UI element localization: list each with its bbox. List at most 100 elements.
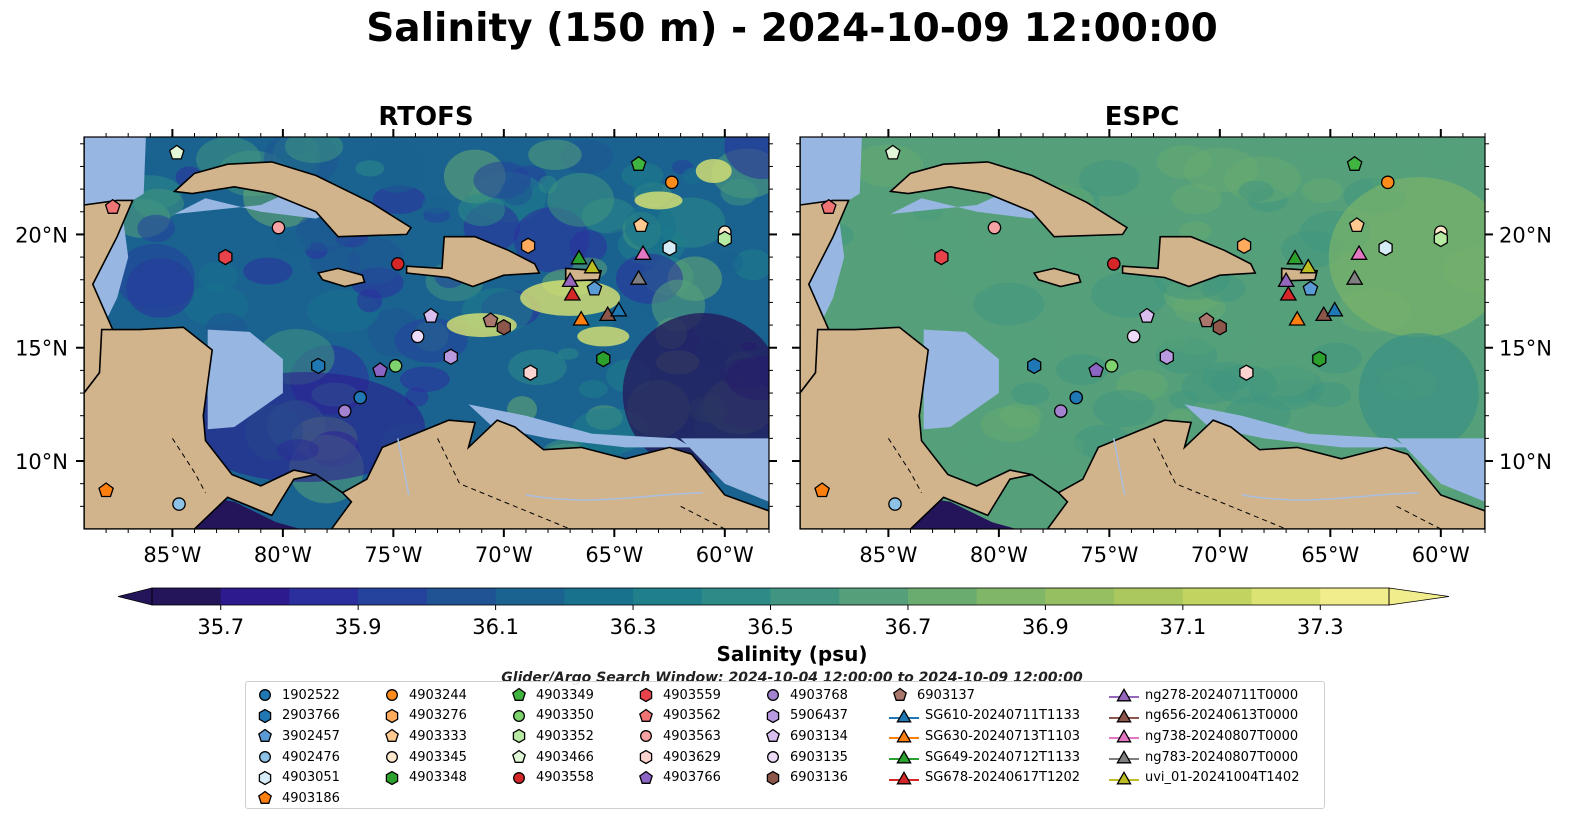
legend-item: 6903134 [762, 726, 848, 747]
y-tick-label: 15°N [15, 337, 68, 361]
marker-uvi_01-20241004T1402 [1299, 258, 1318, 274]
colorbar-bin [426, 588, 497, 605]
colorbar-tick-label: 37.1 [1159, 615, 1206, 639]
marker-uvi_01-20241004T1402 [583, 258, 602, 274]
colorbar-bin [839, 588, 909, 605]
marker-ng278-20240711T0000 [561, 271, 579, 288]
legend-marker-pentagon-icon [385, 729, 399, 743]
legend-swatch [896, 708, 912, 723]
legend-swatch [639, 770, 653, 784]
legend-column: 4903349 4903350 4903352 4903466 4903558 [508, 685, 594, 788]
legend-item: ng783-20240807T0000 [1109, 747, 1299, 768]
legend-swatch [766, 770, 780, 785]
legend-label: 4903466 [536, 749, 594, 765]
y-tick-label: 10°N [1499, 450, 1552, 474]
panel-title-espc: ESPC [1104, 102, 1180, 132]
legend-label: 5906437 [790, 708, 848, 724]
marker-6903135 [1126, 329, 1141, 344]
marker-4902476 [172, 497, 186, 511]
legend-label: 4903563 [663, 728, 721, 744]
colorbar-bin [1114, 588, 1184, 605]
legend-swatch [896, 770, 912, 785]
marker-3902457 [1302, 280, 1319, 296]
legend-label: 6903137 [917, 687, 975, 703]
legend-marker-circle-icon [386, 751, 398, 764]
land-hispaniola [405, 235, 541, 288]
map-frame [83, 136, 770, 530]
marker-4903350 [1104, 359, 1119, 373]
marker-4903629 [523, 364, 538, 381]
legend-marker-triangle-icon [1109, 750, 1139, 764]
legend-item: 4903345 [381, 747, 467, 768]
legend-marker-circle-icon [767, 751, 779, 764]
legend-swatch [512, 749, 526, 764]
legend-marker-hexagon-icon [766, 708, 780, 724]
legend-swatch [1116, 708, 1132, 723]
colorbar-bin [358, 588, 428, 605]
legend-item: 4903349 [508, 685, 594, 706]
legend-swatch [640, 730, 652, 743]
legend-label: 4903276 [409, 708, 467, 724]
map-frame [799, 136, 1486, 530]
marker-4903244 [1380, 175, 1395, 190]
legend-label: 4903348 [409, 770, 467, 786]
legend-label: 4903333 [409, 728, 467, 744]
land-jamaica [1032, 267, 1082, 288]
observation-markers [814, 144, 1448, 511]
colorbar-bin [1320, 588, 1390, 605]
legend-swatch [258, 729, 272, 743]
legend-marker-hexagon-icon [766, 770, 780, 785]
marker-4903276 [520, 237, 536, 255]
land-cuba [172, 161, 413, 238]
legend-swatch [1116, 770, 1132, 785]
marker-4903186 [98, 482, 114, 498]
legend-marker-triangle-icon [889, 770, 919, 785]
x-tick-label: 65°W [585, 543, 643, 567]
legend-swatch [259, 751, 271, 764]
y-tick-label: 15°N [1499, 337, 1552, 361]
legend-label: 6903135 [790, 749, 848, 765]
legend-label: 3902457 [282, 728, 340, 744]
legend-item: 4903466 [508, 747, 594, 768]
panel-title-rtofs: RTOFS [378, 102, 474, 132]
colorbar-bin [1251, 588, 1321, 605]
legend-marker-circle-icon [513, 709, 525, 722]
legend-marker-circle-icon [259, 689, 271, 702]
y-tick-label: 20°N [1499, 223, 1552, 247]
legend-column: 4903559 4903562 4903563 4903629 4903766 [635, 685, 721, 788]
colorbar-bin [770, 588, 840, 605]
legend-marker-circle-icon [767, 689, 779, 702]
legend-item: 4903350 [508, 706, 594, 727]
legend-item: SG610-20240711T1133 [889, 706, 1080, 727]
x-tick-label: 75°W [1080, 543, 1138, 567]
legend-item: 2903766 [254, 706, 340, 727]
legend-label: 4903244 [409, 687, 467, 703]
colorbar-bin [289, 588, 359, 605]
legend-swatch [766, 729, 780, 743]
legend-label: 4903562 [663, 708, 721, 724]
marker-4903768 [1053, 404, 1068, 418]
marker-6903135 [410, 329, 425, 344]
y-tick-label: 10°N [15, 450, 68, 474]
marker-6903136 [1212, 319, 1227, 336]
y-tick-label: 20°N [15, 223, 68, 247]
legend-label: 2903766 [282, 708, 340, 724]
legend-item: 4903562 [635, 706, 721, 727]
legend-label: uvi_01-20241004T1402 [1145, 770, 1300, 786]
legend-marker-triangle-icon [889, 708, 919, 723]
marker-SG649-20240712T1133 [570, 249, 588, 265]
legend-swatch [385, 729, 399, 743]
legend-label: ng278-20240711T0000 [1145, 687, 1299, 703]
legend-swatch [639, 708, 653, 722]
legend-marker-pentagon-icon [258, 729, 272, 743]
marker-4903333 [632, 217, 649, 233]
legend-marker-pentagon-icon [258, 790, 272, 805]
legend-swatch [259, 689, 271, 702]
marker-1902522 [1069, 390, 1084, 405]
legend-marker-circle-icon [386, 689, 398, 702]
legend-item: 6903136 [762, 767, 848, 788]
legend-label: 4903559 [663, 687, 721, 703]
legend-marker-triangle-icon [889, 729, 919, 743]
legend-item: SG678-20240617T1202 [889, 767, 1080, 788]
